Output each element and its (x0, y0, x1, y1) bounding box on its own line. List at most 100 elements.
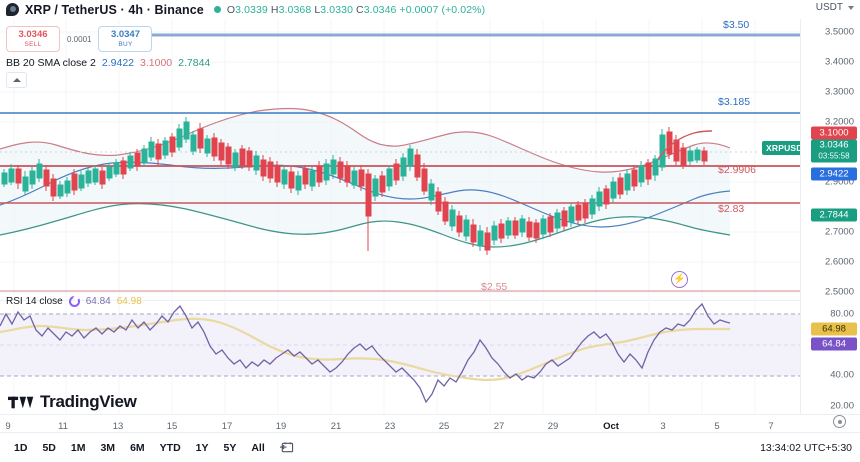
badge-rsi-ma: 64.98 (811, 322, 857, 336)
symbol-title[interactable]: XRP / TetherUS · 4h · Binance (25, 2, 204, 17)
live-status-dot (213, 6, 221, 13)
collapse-pane-button[interactable] (6, 72, 27, 88)
badge-last-price-value: 3.0346 (819, 139, 849, 151)
badge-countdown: 03:55:58 (818, 151, 850, 161)
tradingview-logo-icon (8, 396, 34, 408)
axis-tick-2-6000: 2.6000 (824, 256, 854, 268)
time-tick-7: 7 (768, 421, 774, 432)
price-label-3-185: $3.185 (718, 96, 751, 108)
bollinger-bands-legend[interactable]: BB 20 SMA close 2 2.9422 3.1000 2.7844 (6, 57, 210, 69)
range-button-all[interactable]: All (251, 441, 265, 454)
ohlc-change: +0.0007 (399, 3, 439, 16)
spread-value: 0.0001 (67, 34, 92, 44)
range-button-5y[interactable]: 5Y (223, 441, 237, 454)
price-chart-svg (0, 19, 800, 300)
axis-tick-3-2000: 3.2000 (824, 116, 854, 128)
price-label-2-9906: $2.9906 (718, 164, 756, 176)
bb-upper-value: 3.1000 (140, 57, 173, 69)
price-axis[interactable]: 3.5000 3.4000 3.3000 3.2000 2.9000 2.700… (800, 19, 860, 415)
ohlc-open-key: O (226, 3, 236, 16)
trend-line-overlay[interactable] (657, 130, 713, 160)
rsi-line (0, 302, 731, 404)
candlestick-series (1, 117, 708, 255)
time-tick-9: 9 (5, 421, 11, 432)
ohlc-readout: O3.0339 H3.0368 L3.0330 C3.0346 +0.0007 … (227, 4, 485, 16)
time-axis[interactable] (0, 414, 860, 415)
rsi-ma-value: 64.98 (116, 296, 142, 307)
time-tick-5: 5 (714, 421, 720, 432)
session-clock: 13:34:02 UTC+5:30 (760, 441, 852, 454)
rsi-legend[interactable]: RSI 14 close 64.84 64.98 (6, 296, 142, 307)
range-button-1d[interactable]: 1D (14, 441, 28, 454)
ohlc-close-key: C (356, 3, 364, 16)
ohlc-high-value: 3.0368 (278, 3, 312, 16)
axis-tick-2-7000: 2.7000 (824, 226, 854, 238)
time-tick-25: 25 (438, 421, 450, 432)
calendar-range-icon[interactable] (279, 441, 294, 455)
rsi-axis-tick-40: 40.00 (830, 369, 854, 381)
ohlc-low-value: 3.0330 (320, 3, 354, 16)
tradingview-bubble-icon (6, 3, 19, 16)
tradingview-watermark: TradingView (8, 392, 137, 412)
bb-basis-value: 2.9422 (101, 57, 135, 69)
time-tick-29: 29 (547, 421, 559, 432)
badge-bb-basis: 2.9422 (811, 167, 857, 181)
rsi-legend-title: RSI 14 close (6, 296, 63, 307)
price-label-2-55: $2.55 (481, 281, 508, 293)
tradingview-wordmark: TradingView (40, 392, 137, 411)
rsi-chart-svg (0, 302, 800, 415)
time-tick-17: 17 (221, 421, 233, 432)
rsi-settings-icon[interactable] (68, 296, 80, 307)
time-tick-21: 21 (330, 421, 342, 432)
time-tick-23: 23 (384, 421, 396, 432)
bottom-toolbar: 1D 5D 1M 3M 6M YTD 1Y 5Y All 13:34:02 UT… (0, 432, 860, 462)
trade-buttons: 3.0346 SELL 0.0001 3.0347 BUY (6, 26, 153, 52)
buy-button[interactable]: 3.0347 BUY (98, 26, 153, 52)
range-button-ytd[interactable]: YTD (159, 441, 181, 454)
time-tick-oct: Oct (603, 421, 619, 432)
price-label-2-83: $2.83 (718, 203, 745, 215)
axis-tick-3-4000: 3.4000 (824, 56, 854, 68)
range-button-6m[interactable]: 6M (130, 441, 145, 454)
axis-tick-3-5000: 3.5000 (824, 26, 854, 38)
rsi-value: 64.84 (85, 296, 111, 307)
range-button-1y[interactable]: 1Y (195, 441, 209, 454)
buy-label: BUY (118, 40, 133, 48)
time-tick-3: 3 (660, 421, 666, 432)
sell-price: 3.0346 (18, 29, 48, 40)
range-button-3m[interactable]: 3M (100, 441, 116, 454)
ohlc-high-key: H (270, 3, 279, 16)
badge-rsi-value: 64.84 (811, 337, 857, 351)
badge-bb-upper: 3.1000 (811, 126, 857, 140)
badge-bb-lower: 2.7844 (811, 208, 857, 222)
price-chart-pane[interactable] (0, 19, 800, 300)
range-button-5d[interactable]: 5D (42, 441, 56, 454)
time-tick-13: 13 (112, 421, 124, 432)
time-tick-19: 19 (275, 421, 287, 432)
chart-header: XRP / TetherUS · 4h · Binance O3.0339 H3… (0, 0, 860, 19)
rsi-axis-tick-80: 80.00 (830, 308, 854, 320)
crosshair-target-icon[interactable] (833, 415, 846, 428)
symbol-tag: XRPUSDT (762, 141, 813, 155)
time-tick-27: 27 (493, 421, 505, 432)
buy-price: 3.0347 (110, 29, 140, 40)
lightning-bolt-icon[interactable]: ⚡ (671, 271, 688, 288)
bb-lower-value: 2.7844 (178, 57, 211, 69)
sell-button[interactable]: 3.0346 SELL (6, 26, 60, 52)
range-button-1m[interactable]: 1M (70, 441, 86, 454)
pane-separator (0, 300, 860, 301)
axis-tick-2-9000: 2.9000 (824, 176, 854, 188)
ohlc-low-key: L (314, 3, 321, 16)
axis-tick-3-3000: 3.3000 (824, 86, 854, 98)
badge-last-price: 3.0346 03:55:58 (811, 139, 857, 163)
time-range-buttons: 1D 5D 1M 3M 6M YTD 1Y 5Y All (8, 439, 271, 457)
time-tick-15: 15 (166, 421, 178, 432)
bb-legend-title: BB 20 SMA close 2 (6, 57, 96, 69)
sell-label: SELL (24, 40, 42, 48)
currency-selector[interactable]: USDT (816, 2, 854, 13)
time-tick-11: 11 (58, 421, 68, 432)
ohlc-open-value: 3.0339 (235, 3, 268, 16)
rsi-chart-pane[interactable] (0, 302, 800, 415)
chevron-down-icon (848, 5, 854, 10)
